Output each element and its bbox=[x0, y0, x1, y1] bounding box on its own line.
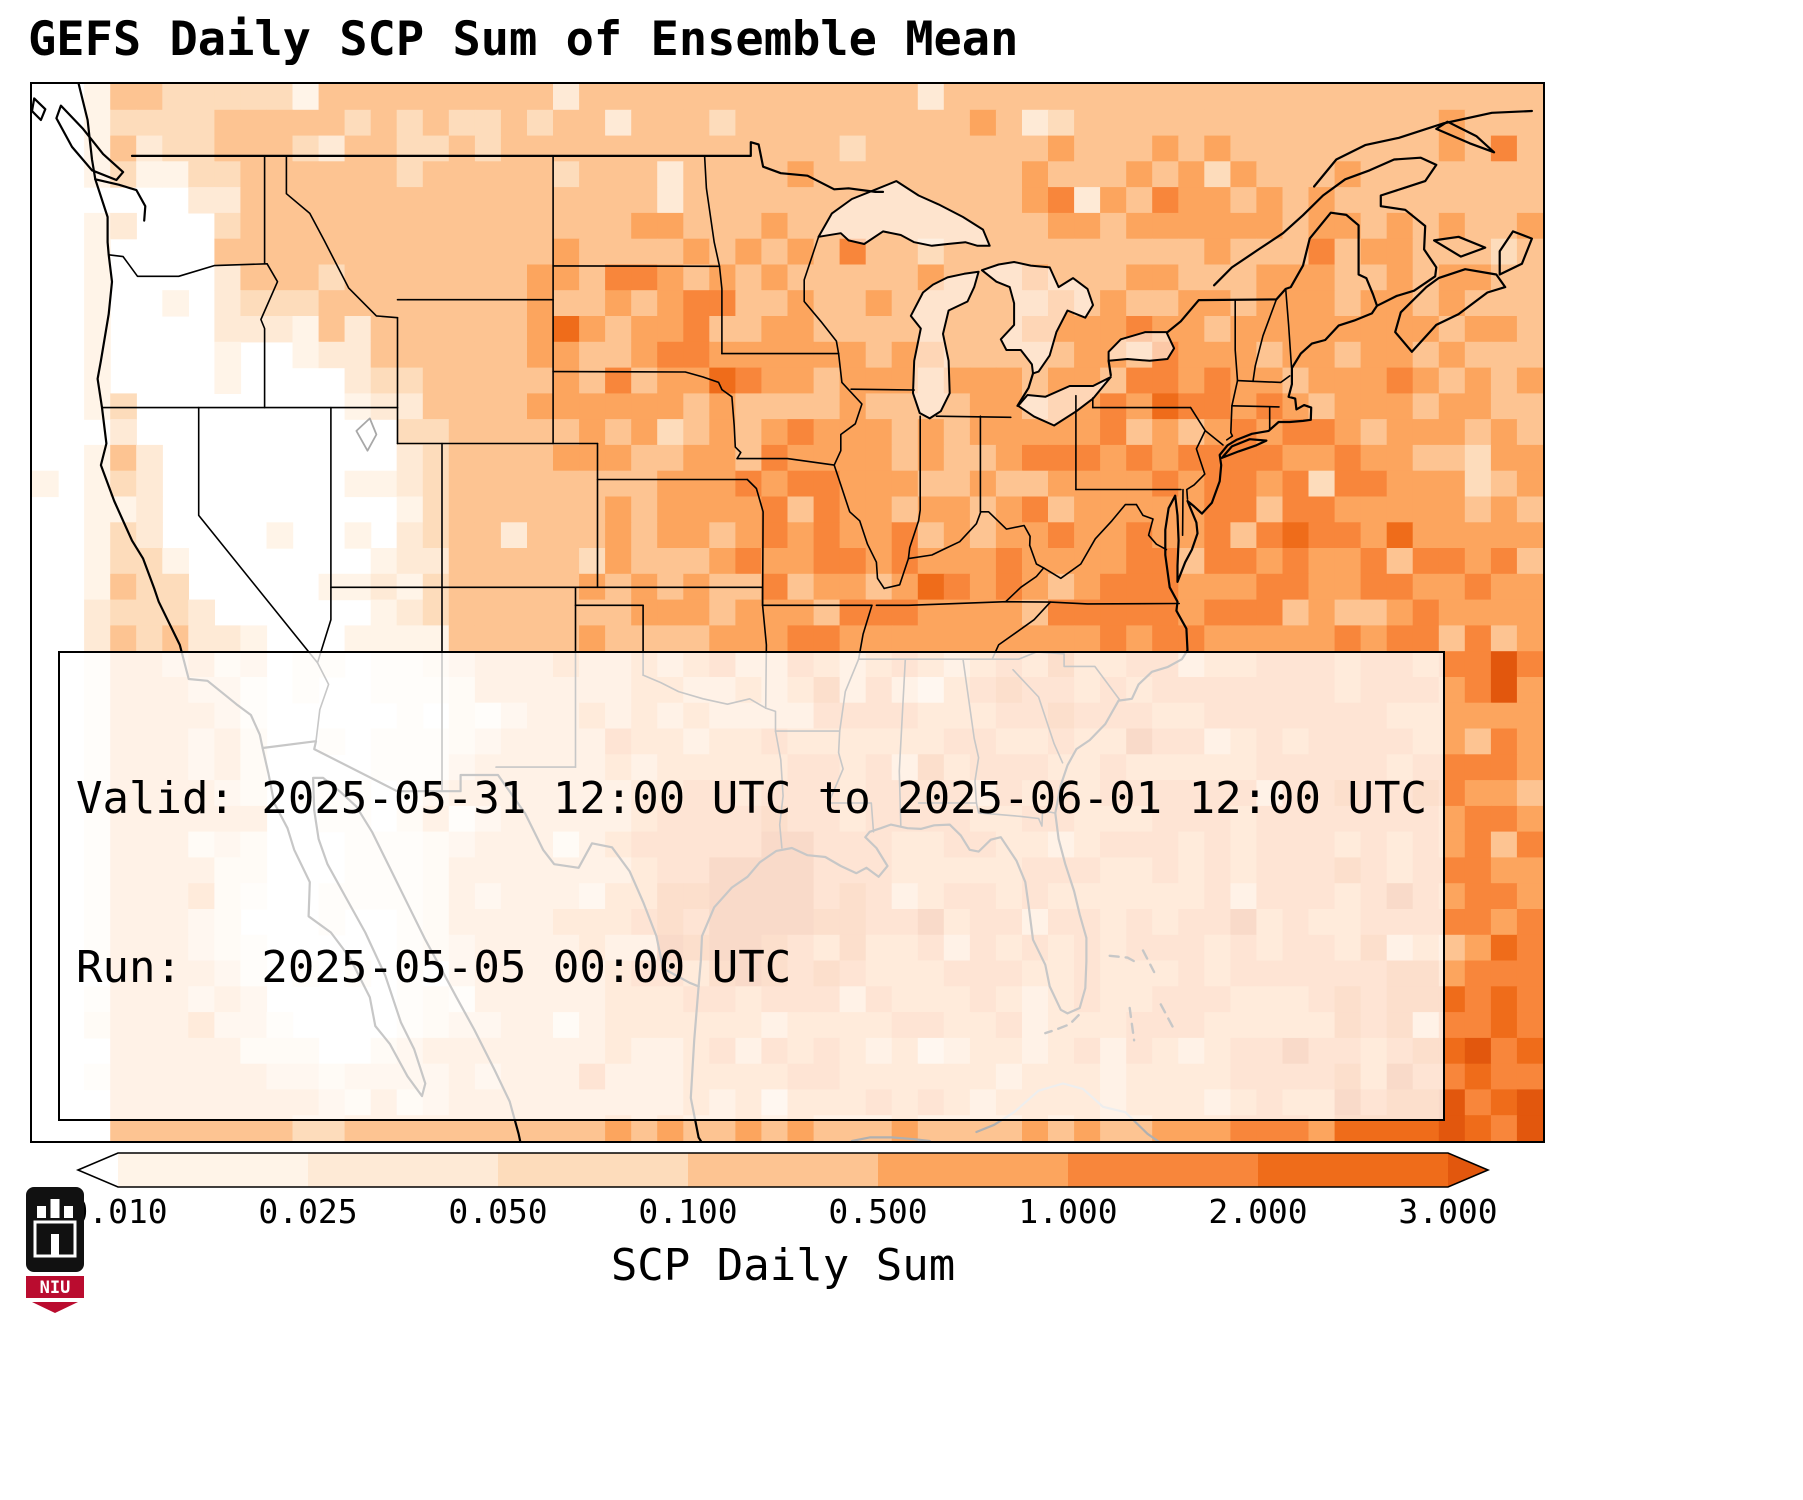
valid-text: Valid: 2025-05-31 12:00 UTC to 2025-06-0… bbox=[76, 773, 1428, 825]
colorbar-tick: 3.000 bbox=[1398, 1192, 1498, 1231]
lakes-layer bbox=[817, 180, 1176, 427]
colorbar-under-arrow bbox=[78, 1153, 118, 1187]
colorbar-tick: 0.010 bbox=[68, 1192, 168, 1231]
colorbar-tick: 0.050 bbox=[448, 1192, 548, 1231]
colorbar-tick: 0.100 bbox=[638, 1192, 738, 1231]
colorbar-tick: 1.000 bbox=[1018, 1192, 1118, 1231]
map-panel: Valid: 2025-05-31 12:00 UTC to 2025-06-0… bbox=[30, 82, 1545, 1143]
colorbar-tick: 0.025 bbox=[258, 1192, 358, 1231]
colorbar-tick: 2.000 bbox=[1208, 1192, 1308, 1231]
run-text: Run: 2025-05-05 00:00 UTC bbox=[76, 942, 792, 994]
colorbar-label: SCP Daily Sum bbox=[610, 1240, 956, 1291]
niu-logo: NIU bbox=[24, 1186, 86, 1314]
colorbar-tick: 0.500 bbox=[828, 1192, 928, 1231]
colorbar bbox=[75, 1152, 1491, 1188]
colorbar-ticks: 0.010 0.025 0.050 0.100 0.500 1.000 2.000 3.000 bbox=[0, 1192, 1803, 1234]
figure-title: GEFS Daily SCP Sum of Ensemble Mean bbox=[28, 12, 1019, 67]
niu-logo-text: NIU bbox=[40, 1278, 71, 1298]
niu-castle-icon: NIU bbox=[26, 1187, 84, 1313]
colorbar-over-arrow bbox=[1448, 1153, 1488, 1187]
valid-run-box: Valid: 2025-05-31 12:00 UTC to 2025-06-0… bbox=[58, 650, 1446, 1121]
